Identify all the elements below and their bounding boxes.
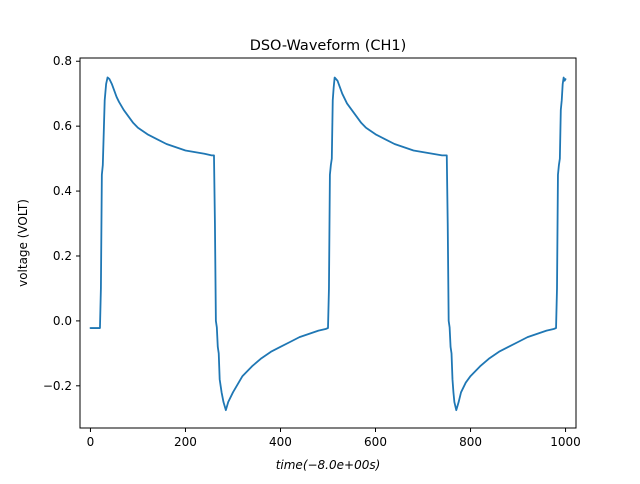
x-axis-ticks: 0 200 400 600 800 1000: [87, 428, 581, 449]
y-tick-label: 0.6: [53, 119, 72, 133]
x-tick-label: 0: [87, 435, 95, 449]
series-line: [89, 76, 567, 412]
y-tick-label: 0.8: [53, 54, 72, 68]
x-tick-label: 1000: [550, 435, 581, 449]
y-tick-label: 0.2: [53, 249, 72, 263]
x-tick-label: 600: [364, 435, 387, 449]
x-tick-label: 400: [269, 435, 292, 449]
plot-area: [89, 76, 567, 412]
x-tick-label: 800: [459, 435, 482, 449]
axes-frame: [79, 57, 577, 429]
x-tick-label: 200: [174, 435, 197, 449]
y-axis-label: voltage (VOLT): [16, 199, 30, 287]
y-axis-ticks: −0.2 0.0 0.2 0.4 0.6 0.8: [43, 54, 80, 393]
y-tick-label: −0.2: [43, 379, 72, 393]
y-tick-label: 0.4: [53, 184, 72, 198]
chart-title: DSO-Waveform (CH1): [250, 38, 407, 54]
y-tick-label: 0.0: [53, 314, 72, 328]
x-axis-label: time(−8.0e+00s): [276, 458, 381, 472]
